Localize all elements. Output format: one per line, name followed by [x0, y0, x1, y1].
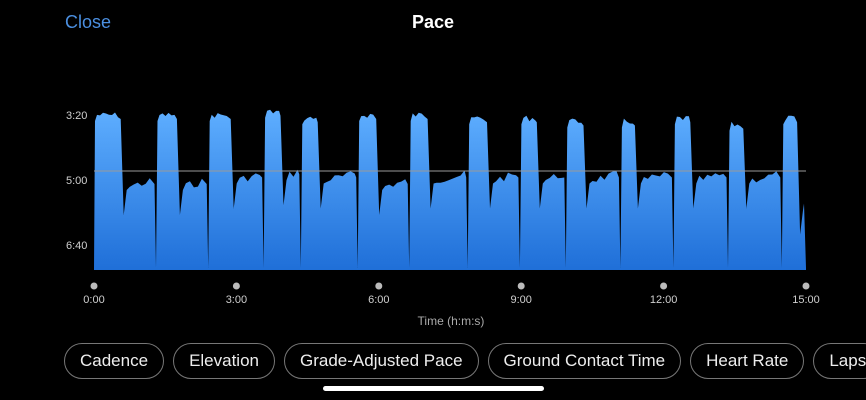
chip-grade-adjusted-pace[interactable]: Grade-Adjusted Pace [284, 343, 479, 379]
x-tick-label: 15:00 [792, 294, 820, 306]
x-tick-dot [802, 282, 810, 290]
y-tick-label: 6:40 [66, 240, 87, 252]
y-tick-label: 3:20 [66, 110, 87, 122]
chip-cadence[interactable]: Cadence [64, 343, 165, 379]
page-title: Pace [411, 12, 455, 32]
chip-elevation[interactable]: Elevation [173, 343, 275, 379]
home-indicator [323, 386, 544, 391]
x-tick-label: 3:00 [226, 294, 247, 306]
chip-heart-rate[interactable]: Heart Rate [690, 343, 805, 379]
x-tick-dot [232, 282, 240, 290]
x-tick-dot [90, 282, 98, 290]
x-tick-label: 0:00 [83, 294, 104, 306]
x-tick-label: 6:00 [368, 294, 389, 306]
chip-ground-contact-time[interactable]: Ground Contact Time [487, 343, 682, 379]
x-tick-label: 9:00 [510, 294, 531, 306]
x-tick-dot [375, 282, 383, 290]
pace-chart: 3:20 5:00 6:40 0:00 3:00 6:00 9:00 12:00 15:00 [66, 109, 820, 306]
metric-chips: Cadence Elevation Grade-Adjusted Pace Groun… [64, 343, 866, 379]
y-tick-label: 5:00 [66, 175, 87, 187]
chip-laps[interactable]: Laps [813, 343, 866, 379]
x-tick-dot [517, 282, 525, 290]
x-axis-title: Time (h:m:s) [417, 314, 485, 328]
x-tick-dot [660, 282, 668, 290]
close-button[interactable]: Close [65, 12, 112, 32]
x-tick-label: 12:00 [650, 294, 678, 306]
pace-area [94, 109, 806, 270]
